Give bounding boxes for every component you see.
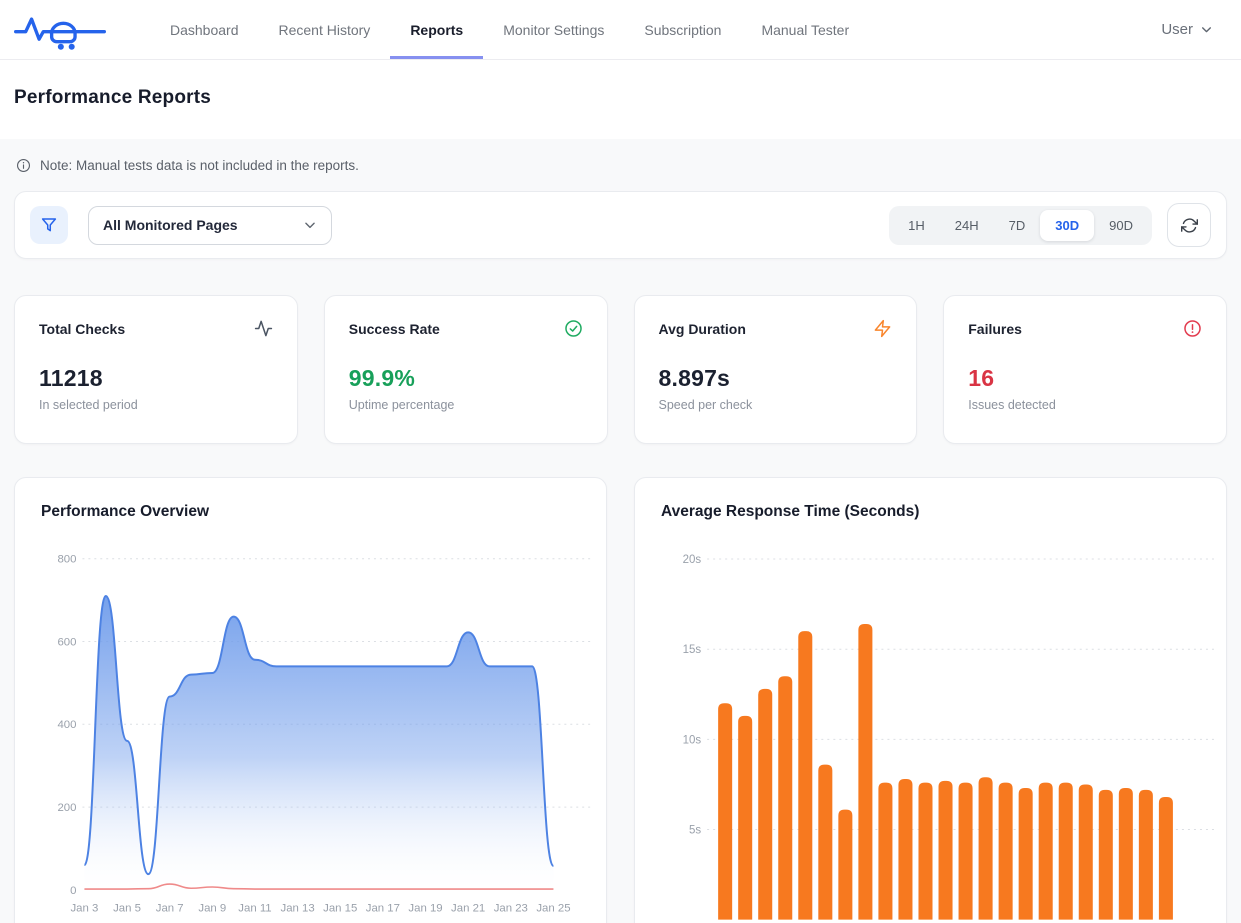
refresh-button[interactable]: [1167, 203, 1211, 247]
page-header: Performance Reports: [0, 60, 1241, 139]
svg-text:5s: 5s: [689, 825, 701, 837]
check-circle-icon: [564, 320, 582, 337]
performance-overview-area-chart: 800 600 400 200 0 Jan 3 Jan 5 Jan 7 Jan 9 Jan 11 J…: [57, 554, 593, 915]
user-menu-label: User: [1161, 21, 1193, 38]
filter-button[interactable]: [30, 206, 68, 244]
top-nav: Dashboard Recent History Reports Monitor…: [0, 0, 1241, 60]
stat-card-failures: Failures 16 Issues detected: [943, 295, 1227, 444]
svg-text:20s: 20s: [683, 554, 702, 566]
stat-caption: In selected period: [39, 398, 138, 412]
svg-text:Jan 11: Jan 11: [238, 903, 271, 915]
stat-caption: Issues detected: [968, 398, 1056, 412]
stat-label: Failures: [968, 320, 1022, 337]
funnel-icon: [41, 218, 57, 232]
chart-card-avg-response-time: Average Response Time (Seconds) 20s 15s 10…: [634, 477, 1227, 923]
stat-card-avg-duration: Avg Duration 8.897s Speed per check: [633, 295, 918, 444]
svg-text:200: 200: [57, 802, 76, 814]
stat-card-success-rate: Success Rate 99.9% Uptime percentage: [323, 295, 608, 444]
nav-item-subscription[interactable]: Subscription: [644, 21, 722, 38]
svg-text:400: 400: [57, 719, 76, 731]
time-range-group: 1H 24H 7D 30D 90D: [889, 205, 1152, 245]
svg-text:Jan 17: Jan 17: [366, 903, 400, 915]
svg-text:Jan 15: Jan 15: [323, 903, 357, 915]
chart-title: Average Response Time (Seconds): [661, 503, 920, 520]
time-range-90d[interactable]: 90D: [1094, 210, 1148, 241]
alert-circle-icon: [1184, 320, 1201, 337]
chart-card-performance-overview: Performance Overview 800 600 400 200 0 Jan 3 J…: [14, 477, 607, 923]
note-text: Note: Manual tests data is not included …: [40, 158, 359, 173]
svg-text:Jan 7: Jan 7: [156, 903, 184, 915]
app-logo[interactable]: [14, 0, 110, 59]
chart-title: Performance Overview: [41, 503, 210, 520]
info-icon: [17, 159, 30, 172]
time-controls: 1H 24H 7D 30D 90D: [889, 203, 1211, 247]
svg-text:Jan 23: Jan 23: [494, 903, 528, 915]
time-range-24h[interactable]: 24H: [940, 210, 994, 241]
svg-text:Jan 25: Jan 25: [536, 903, 570, 915]
time-range-1h[interactable]: 1H: [893, 210, 940, 241]
filter-bar: All Monitored Pages 1H 24H 7D 30D 90D: [14, 191, 1227, 259]
note-row: Note: Manual tests data is not included …: [0, 139, 1241, 183]
stat-caption: Uptime percentage: [348, 398, 455, 412]
stats-row: Total Checks 11218 In selected period Su…: [14, 295, 1227, 444]
stat-label: Avg Duration: [658, 320, 746, 337]
svg-text:Jan 19: Jan 19: [408, 903, 442, 915]
charts-row: Performance Overview 800 600 400 200 0 Jan 3 J…: [14, 477, 1227, 923]
svg-text:Jan 13: Jan 13: [281, 903, 315, 915]
svg-text:Jan 3: Jan 3: [70, 903, 98, 915]
svg-text:Jan 5: Jan 5: [113, 903, 141, 915]
nav-item-dashboard[interactable]: Dashboard: [170, 21, 239, 38]
stat-caption: Speed per check: [658, 398, 753, 412]
nav-item-recent-history[interactable]: Recent History: [278, 21, 371, 38]
page-title: Performance Reports: [14, 87, 212, 108]
chevron-down-icon: [1202, 27, 1211, 33]
refresh-icon: [1180, 217, 1198, 233]
svg-text:0: 0: [70, 885, 76, 897]
svg-text:Jan 9: Jan 9: [198, 903, 226, 915]
stat-value: 16: [968, 365, 995, 391]
main-nav: Dashboard Recent History Reports Monitor…: [150, 0, 869, 59]
avg-response-time-bar-chart: 20s 15s 10s 5s: [683, 554, 1214, 920]
activity-icon: [254, 320, 272, 337]
stat-value: 11218: [39, 365, 103, 391]
bolt-icon: [874, 319, 891, 338]
stat-label: Total Checks: [39, 320, 126, 337]
svg-text:600: 600: [57, 636, 76, 648]
stat-value: 8.897s: [658, 365, 731, 391]
stat-card-total-checks: Total Checks 11218 In selected period: [14, 295, 298, 444]
time-range-30d[interactable]: 30D: [1040, 209, 1095, 241]
chevron-down-icon: [305, 222, 315, 229]
pulse-cart-logo-icon: [14, 16, 106, 50]
svg-text:800: 800: [57, 554, 76, 566]
user-menu[interactable]: User: [1161, 0, 1213, 59]
stat-value: 99.9%: [348, 365, 415, 391]
svg-text:15s: 15s: [683, 644, 702, 656]
monitor-select[interactable]: All Monitored Pages: [88, 205, 332, 245]
nav-item-manual-tester[interactable]: Manual Tester: [761, 21, 850, 38]
nav-item-monitor-settings[interactable]: Monitor Settings: [503, 21, 605, 38]
time-range-7d[interactable]: 7D: [994, 210, 1041, 241]
svg-text:10s: 10s: [683, 734, 702, 746]
svg-text:Jan 21: Jan 21: [451, 903, 485, 915]
nav-item-reports[interactable]: Reports: [390, 0, 484, 59]
monitor-select-value: All Monitored Pages: [103, 217, 238, 233]
stat-label: Success Rate: [348, 320, 440, 337]
